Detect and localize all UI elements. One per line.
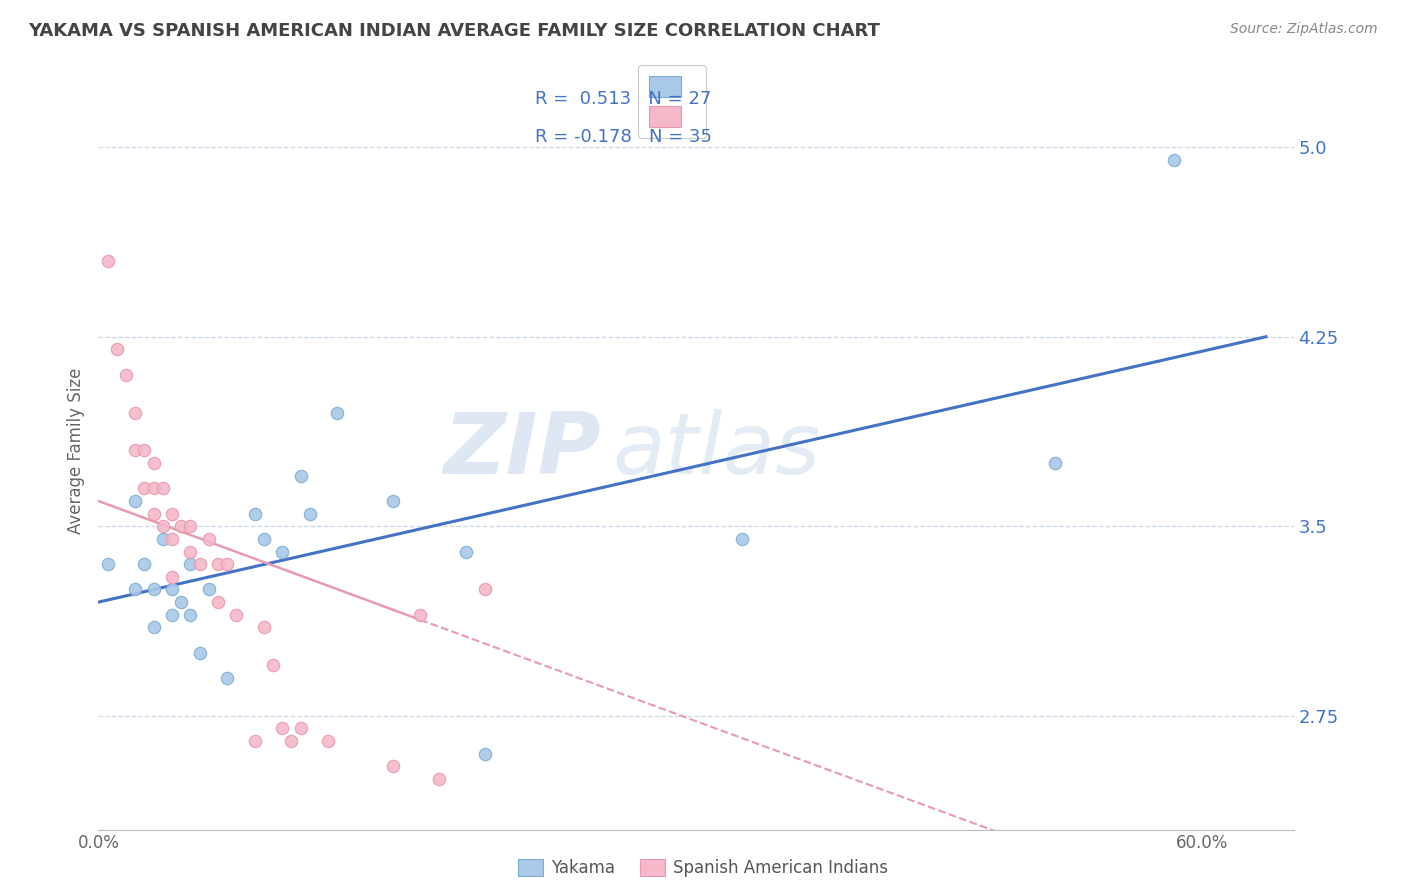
Point — [160, 507, 183, 521]
Point — [290, 722, 312, 736]
Point — [170, 519, 193, 533]
Point — [1043, 456, 1066, 470]
Point — [253, 620, 276, 634]
Point — [207, 595, 229, 609]
Point — [316, 734, 339, 748]
Point — [427, 772, 450, 786]
Legend: Yakama, Spanish American Indians: Yakama, Spanish American Indians — [510, 852, 896, 884]
Point — [381, 759, 404, 773]
Point — [160, 582, 183, 597]
Point — [474, 582, 496, 597]
Text: R =  0.513   N = 27: R = 0.513 N = 27 — [534, 90, 711, 108]
Point — [179, 544, 201, 558]
Point — [243, 507, 266, 521]
Y-axis label: Average Family Size: Average Family Size — [66, 368, 84, 533]
Point — [142, 582, 165, 597]
Point — [456, 544, 478, 558]
Point — [105, 343, 128, 357]
Point — [280, 734, 302, 748]
Point — [474, 747, 496, 761]
Text: Source: ZipAtlas.com: Source: ZipAtlas.com — [1230, 22, 1378, 37]
Point — [207, 557, 229, 571]
Point — [326, 405, 349, 419]
Point — [142, 507, 165, 521]
Point — [197, 582, 219, 597]
Point — [152, 532, 174, 546]
Point — [152, 519, 174, 533]
Point — [124, 582, 146, 597]
Point — [188, 557, 211, 571]
Point — [225, 607, 247, 622]
Point — [179, 519, 201, 533]
Point — [271, 722, 294, 736]
Point — [271, 544, 294, 558]
Point — [142, 620, 165, 634]
Point — [381, 494, 404, 508]
Point — [170, 595, 193, 609]
Point — [217, 557, 239, 571]
Point — [179, 607, 201, 622]
Point — [160, 607, 183, 622]
Point — [243, 734, 266, 748]
Point — [115, 368, 138, 382]
Point — [97, 557, 120, 571]
Point — [134, 443, 156, 458]
Point — [197, 532, 219, 546]
Point — [152, 482, 174, 496]
Point — [97, 253, 120, 268]
Text: YAKAMA VS SPANISH AMERICAN INDIAN AVERAGE FAMILY SIZE CORRELATION CHART: YAKAMA VS SPANISH AMERICAN INDIAN AVERAG… — [28, 22, 880, 40]
Point — [160, 570, 183, 584]
Point — [253, 532, 276, 546]
Point — [731, 532, 754, 546]
Point — [142, 456, 165, 470]
Point — [1163, 153, 1185, 167]
Point — [134, 482, 156, 496]
Point — [409, 607, 432, 622]
Text: atlas: atlas — [613, 409, 820, 492]
Point — [298, 507, 321, 521]
Point — [134, 557, 156, 571]
Point — [290, 468, 312, 483]
Point — [124, 405, 146, 419]
Point — [179, 557, 201, 571]
Point — [142, 482, 165, 496]
Text: R = -0.178   N = 35: R = -0.178 N = 35 — [534, 128, 711, 146]
Point — [217, 671, 239, 685]
Legend: , : , — [638, 65, 706, 137]
Point — [124, 443, 146, 458]
Text: ZIP: ZIP — [443, 409, 600, 492]
Point — [262, 658, 284, 673]
Point — [160, 532, 183, 546]
Point — [188, 646, 211, 660]
Point — [124, 494, 146, 508]
